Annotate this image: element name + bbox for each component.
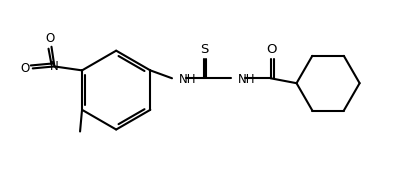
Text: S: S xyxy=(200,43,209,56)
Text: N: N xyxy=(50,60,59,73)
Text: O: O xyxy=(46,32,55,45)
Text: O: O xyxy=(266,43,277,56)
Text: O: O xyxy=(20,62,29,75)
Text: NH: NH xyxy=(238,73,255,86)
Text: NH: NH xyxy=(179,73,196,86)
